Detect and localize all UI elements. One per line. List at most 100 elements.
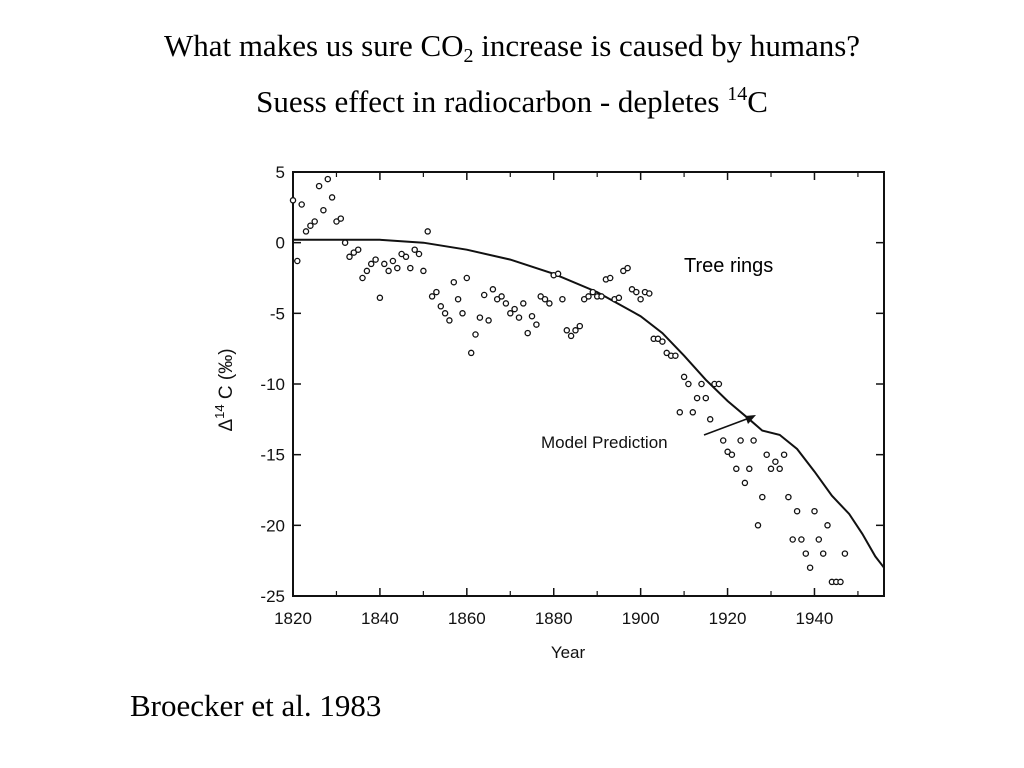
data-point	[337, 215, 345, 222]
data-point	[350, 249, 358, 256]
data-point	[841, 550, 849, 557]
y-tick-label: 5	[276, 163, 285, 182]
data-point	[628, 286, 636, 293]
data-point	[737, 437, 744, 444]
data-point	[489, 286, 497, 293]
data-point	[806, 564, 814, 571]
data-point	[485, 317, 492, 324]
data-point	[472, 331, 479, 338]
data-point	[511, 305, 518, 313]
data-point	[411, 246, 418, 253]
data-point	[415, 250, 423, 258]
data-point	[793, 507, 801, 515]
data-point	[589, 288, 597, 296]
data-point	[576, 322, 584, 330]
data-point	[789, 536, 796, 543]
data-point	[724, 448, 731, 456]
x-tick-label: 1880	[535, 609, 573, 628]
data-point	[776, 465, 783, 473]
data-point	[811, 507, 818, 515]
data-point	[837, 578, 844, 586]
data-point	[507, 310, 514, 317]
x-tick-label: 1900	[622, 609, 660, 628]
data-point	[815, 536, 823, 543]
data-point	[307, 222, 314, 229]
data-point	[480, 291, 488, 299]
data-point	[698, 380, 705, 388]
y-axis-label: Δ14 C (‰)	[212, 348, 237, 431]
y-tick-label: -15	[260, 446, 285, 465]
data-point	[715, 380, 723, 388]
data-point	[719, 437, 727, 444]
data-point	[289, 197, 297, 204]
data-point	[572, 327, 579, 334]
data-point	[685, 380, 692, 388]
y-tick-label: -5	[270, 304, 285, 323]
data-point	[563, 327, 571, 334]
data-point	[389, 257, 397, 265]
data-point	[450, 278, 458, 286]
source-citation: Broecker et al. 1983	[130, 688, 382, 723]
data-point	[341, 239, 349, 246]
data-point	[689, 409, 697, 416]
data-point	[672, 352, 679, 359]
data-point	[750, 437, 757, 444]
data-point	[302, 228, 310, 235]
data-point	[376, 294, 384, 302]
data-point	[546, 300, 553, 307]
data-point	[294, 257, 301, 265]
data-point	[824, 522, 831, 529]
data-point	[324, 175, 332, 183]
data-point	[520, 300, 527, 307]
data-point	[772, 458, 779, 465]
data-point	[741, 479, 749, 487]
data-point	[567, 332, 575, 340]
y-tick-label: -10	[260, 375, 285, 394]
data-point	[541, 295, 549, 303]
data-point	[515, 314, 523, 321]
x-tick-label: 1820	[274, 609, 312, 628]
data-point	[624, 264, 631, 272]
data-point	[459, 310, 466, 317]
data-point	[333, 218, 340, 225]
tree-ring-points	[289, 175, 849, 586]
data-point	[381, 260, 388, 268]
data-point	[733, 465, 740, 473]
data-point	[446, 317, 453, 324]
data-point	[524, 329, 531, 337]
data-point	[424, 228, 431, 235]
data-point	[402, 253, 410, 261]
data-point	[346, 253, 353, 261]
data-point	[420, 267, 427, 275]
x-tick-labels: 1820 1840 1860 1880 1900 1920 1940	[274, 609, 833, 628]
data-point	[398, 250, 405, 258]
y-tick-labels: 5 0 -5 -10 -15 -20 -25	[260, 163, 285, 606]
axis-ticks	[292, 171, 884, 597]
data-point	[502, 300, 510, 307]
data-point	[798, 536, 805, 543]
data-point	[802, 550, 810, 557]
data-point	[785, 493, 792, 501]
data-point	[620, 267, 627, 275]
data-point	[385, 267, 392, 275]
data-point	[767, 465, 775, 473]
data-point	[533, 321, 540, 328]
data-point	[493, 295, 501, 303]
slide-title-line-1: What makes us sure CO2 increase is cause…	[163, 28, 861, 67]
data-point	[759, 493, 766, 501]
data-point	[359, 274, 366, 282]
data-point	[646, 290, 653, 297]
data-point	[606, 274, 614, 282]
data-point	[754, 522, 762, 529]
data-point	[328, 194, 336, 201]
data-point	[663, 349, 670, 357]
data-point	[763, 451, 770, 458]
data-point	[498, 293, 505, 300]
annotation-arrow	[703, 415, 756, 436]
data-point	[633, 288, 640, 296]
data-point	[363, 267, 371, 275]
slide-title-line-2: Suess effect in radiocarbon - depletes 1…	[256, 83, 768, 119]
data-point	[320, 206, 327, 214]
data-point	[637, 295, 644, 303]
data-point	[298, 201, 305, 208]
